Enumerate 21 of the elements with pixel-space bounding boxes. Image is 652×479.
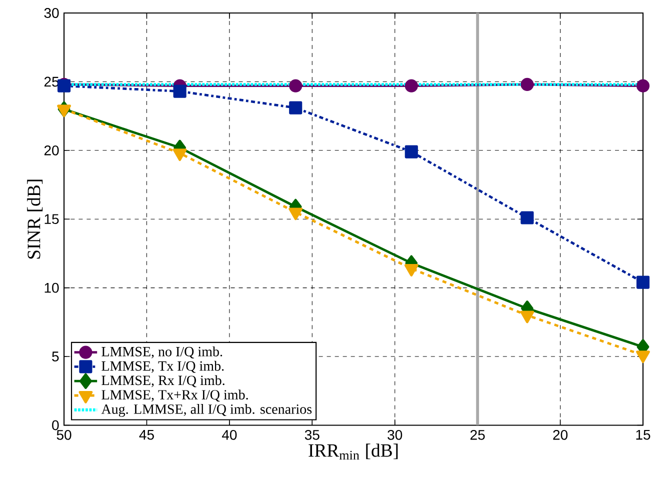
y-tick-label: 0 xyxy=(52,420,59,430)
x-tick-label: 20 xyxy=(553,430,568,440)
legend-label: LMMSE, Tx I/Q imb. xyxy=(102,360,224,373)
y-tick-label: 15 xyxy=(44,214,59,224)
x-tick-label: 45 xyxy=(139,430,154,440)
y-axis-title: SINR [dB] xyxy=(27,180,43,258)
x-tick-label: 50 xyxy=(56,430,72,440)
x-axis-title: IRR$_{min}$ [dB] xyxy=(308,444,398,460)
legend-label: LMMSE, Rx I/Q imb. xyxy=(102,375,224,388)
y-tick-label: 10 xyxy=(44,282,59,293)
legend-label: LMMSE, no I/Q imb. xyxy=(102,346,222,358)
x-tick-label: 35 xyxy=(304,430,320,440)
x-tick-label: 40 xyxy=(222,430,237,440)
legend-label: Aug. LMMSE, all I/Q imb. scenarios xyxy=(101,404,312,417)
x-tick-label: 15 xyxy=(636,430,650,440)
x-tick-label: 25 xyxy=(470,430,485,440)
y-tick-label: 5 xyxy=(52,352,59,362)
y-tick-label: 20 xyxy=(44,145,59,156)
legend-label: LMMSE, Tx+Rx I/Q imb. xyxy=(102,390,248,402)
x-tick-label: 30 xyxy=(388,430,402,440)
y-tick-label: 30 xyxy=(44,8,59,18)
